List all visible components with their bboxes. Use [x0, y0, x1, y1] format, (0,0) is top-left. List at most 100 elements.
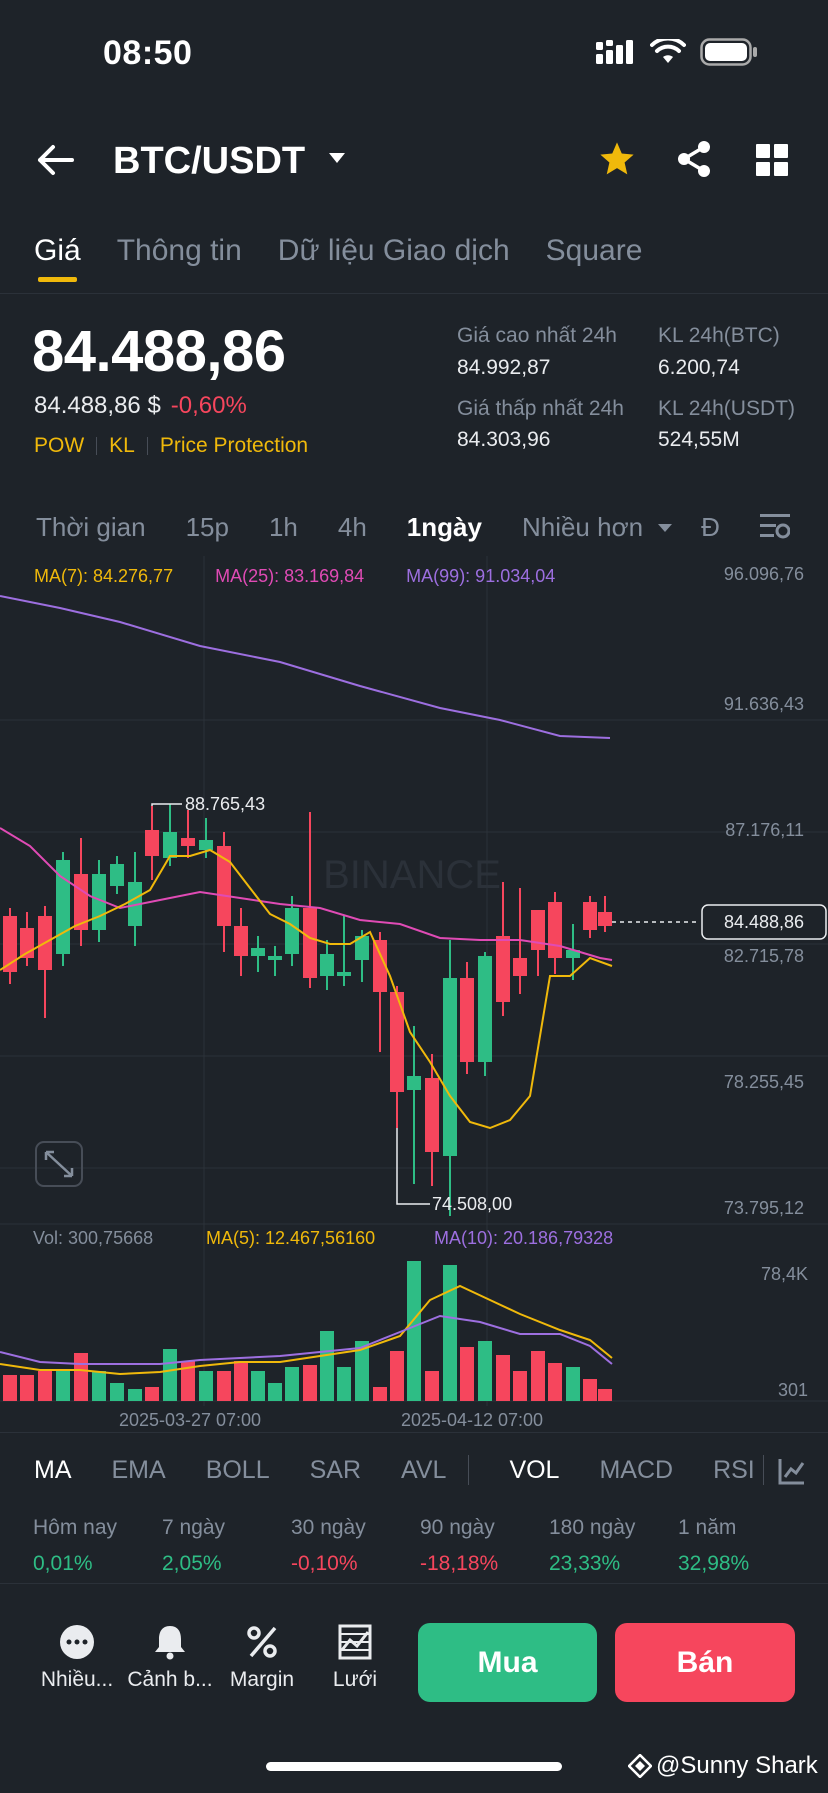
candle-body: [496, 936, 510, 1002]
indicator-separator: [762, 1455, 764, 1485]
candle-body: [478, 956, 492, 1062]
volume-bar: [199, 1371, 213, 1401]
interval-time[interactable]: Thời gian: [36, 512, 146, 542]
indicator-settings-icon[interactable]: [778, 1457, 806, 1485]
tag-price-protection[interactable]: Price Protection: [159, 434, 309, 457]
pair-title[interactable]: BTC/USDT: [113, 140, 306, 182]
current-price-label: 84.488,86: [724, 912, 804, 932]
indicator-ma[interactable]: MA: [34, 1455, 72, 1484]
page-tabs: Giá Thông tin Dữ liệu Giao dịch Square: [34, 234, 643, 282]
indicator-ema[interactable]: EMA: [111, 1455, 166, 1484]
perf-label: 180 ngày: [549, 1516, 636, 1539]
tab-square[interactable]: Square: [545, 234, 643, 267]
back-arrow-icon[interactable]: [36, 140, 76, 180]
tab-price[interactable]: Giá: [34, 234, 81, 282]
candlestick-chart[interactable]: 96.096,76 91.636,43 87.176,11 82.715,78 78.2…: [0, 556, 828, 1436]
volume-ma5-label: MA(5): 12.467,56160: [206, 1228, 375, 1248]
indicator-separator: [468, 1455, 470, 1485]
star-icon[interactable]: [598, 140, 636, 178]
perf-90d: 90 ngày -18,18%: [420, 1516, 549, 1576]
volume-bar: [548, 1363, 562, 1401]
interval-depth-partial[interactable]: Đ: [701, 512, 720, 542]
y-axis-tick-label: 87.176,11: [725, 820, 804, 840]
indicator-avl[interactable]: AVL: [401, 1455, 447, 1484]
indicator-vol[interactable]: VOL: [509, 1455, 560, 1484]
volume-bar: [56, 1371, 70, 1401]
y-axis-tick-label: 91.636,43: [724, 694, 804, 714]
x-axis-label: 2025-04-12 07:00: [401, 1410, 543, 1430]
interval-more[interactable]: Nhiều hơn: [521, 512, 644, 542]
candle-body: [373, 940, 387, 992]
perf-value: -18,18%: [420, 1552, 499, 1575]
y-axis-tick-label: 78.255,45: [724, 1072, 804, 1092]
bottom-divider: [0, 1583, 828, 1584]
margin-label: Margin: [229, 1668, 295, 1691]
binance-watermark: BINANCE: [323, 853, 501, 897]
y-axis-tick-label: 82.715,78: [724, 946, 804, 966]
volume-bar: [285, 1367, 299, 1401]
more-label: Nhiều...: [40, 1668, 114, 1691]
chart-settings-icon[interactable]: [760, 512, 790, 540]
candle-body: [199, 840, 213, 850]
tabs-divider: [0, 293, 828, 294]
watermark-text: @Sunny Shark: [656, 1752, 818, 1779]
grid-bot-button[interactable]: Lưới: [310, 1624, 400, 1692]
candle-body: [110, 864, 124, 886]
interval-15m[interactable]: 15p: [185, 512, 229, 542]
candle-body: [251, 948, 265, 956]
ma-legend: MA(7): 84.276,77 MA(25): 83.169,84 MA(99…: [34, 566, 555, 587]
interval-1d[interactable]: 1ngày: [406, 512, 482, 542]
volume-bar: [390, 1351, 404, 1401]
volume-bar: [566, 1367, 580, 1401]
candle-body: [303, 908, 317, 978]
tag-separator: [96, 437, 98, 455]
candle-body: [217, 846, 231, 926]
tag-kl[interactable]: KL: [109, 434, 135, 457]
sell-button[interactable]: Bán: [615, 1623, 795, 1702]
volume-tick-label: 301: [778, 1380, 808, 1400]
tag-pow[interactable]: POW: [34, 434, 85, 457]
ma99-line: [0, 595, 611, 739]
perf-label: Hôm nay: [33, 1516, 118, 1539]
ma7-line: [0, 848, 613, 1130]
candle-body: [337, 972, 351, 976]
buy-button[interactable]: Mua: [418, 1623, 597, 1702]
low-marker-label: 74.508,00: [432, 1194, 512, 1214]
indicator-sar[interactable]: SAR: [309, 1455, 362, 1484]
indicator-boll[interactable]: BOLL: [205, 1455, 270, 1484]
share-icon[interactable]: [676, 140, 712, 178]
alert-label: Cảnh b...: [127, 1668, 213, 1691]
caret-down-icon[interactable]: [328, 152, 346, 164]
tab-info[interactable]: Thông tin: [116, 234, 242, 267]
indicator-macd[interactable]: MACD: [599, 1455, 674, 1484]
volume-bar: [303, 1365, 317, 1401]
candle-body: [181, 838, 195, 846]
low-24h-label: Giá thấp nhất 24h: [457, 397, 624, 420]
expand-icon: [44, 1150, 74, 1178]
caret-down-icon[interactable]: [657, 523, 673, 533]
last-price: 84.488,86: [32, 319, 286, 384]
volume-bar: [598, 1389, 612, 1401]
perf-180d: 180 ngày 23,33%: [549, 1516, 678, 1576]
interval-4h[interactable]: 4h: [337, 512, 367, 542]
perf-label: 1 năm: [678, 1516, 737, 1539]
volume-bar: [20, 1375, 34, 1401]
volume-bar: [163, 1349, 177, 1401]
x-axis-label: 2025-03-27 07:00: [119, 1410, 261, 1430]
volume-bar: [355, 1341, 369, 1401]
perf-value: -0,10%: [291, 1552, 358, 1575]
alert-button[interactable]: Cảnh b...: [125, 1624, 215, 1692]
more-button[interactable]: Nhiều...: [32, 1624, 122, 1692]
margin-button[interactable]: Margin: [217, 1624, 307, 1692]
volume-bar: [531, 1351, 545, 1401]
candle-body: [145, 830, 159, 856]
volume-bar: [92, 1371, 106, 1401]
home-indicator[interactable]: [266, 1762, 562, 1771]
volume-ma10-line: [0, 1314, 613, 1365]
perf-value: 32,98%: [678, 1552, 750, 1575]
candle-body: [513, 958, 527, 976]
tab-trading-data[interactable]: Dữ liệu Giao dịch: [277, 234, 510, 267]
interval-1h[interactable]: 1h: [268, 512, 298, 542]
indicator-rsi[interactable]: RSI: [713, 1455, 755, 1484]
grid-menu-icon[interactable]: [756, 144, 788, 176]
